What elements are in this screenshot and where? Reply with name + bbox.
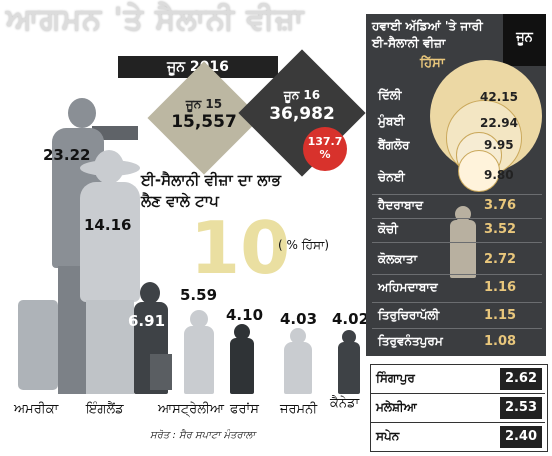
figure-4-value: 5.59 bbox=[180, 286, 218, 304]
airport-value-ahmedabad: 1.16 bbox=[484, 280, 517, 295]
airport-value-thiruvananthapuram: 1.08 bbox=[484, 334, 517, 349]
airport-row-divider bbox=[372, 302, 542, 303]
percent-share-label: ( % ਹਿੱਸਾ) bbox=[278, 238, 330, 252]
airport-value-kochi: 3.52 bbox=[484, 222, 517, 237]
figure-4-body bbox=[184, 326, 214, 394]
airport-panel-title: ਹਵਾਈ ਅੱਡਿਆਂ 'ਤੇ ਜਾਰੀ ਈ-ਸੈਲਾਨੀ ਵੀਜ਼ਾ bbox=[372, 19, 483, 50]
germany-head bbox=[290, 328, 306, 344]
airport-value-tiruchirappalli: 1.15 bbox=[484, 308, 517, 323]
england-legs bbox=[86, 300, 134, 394]
airport-name-thiruvananthapuram: ਤਿਰੁਵਨੰਤਪੁਰਮ bbox=[378, 334, 443, 348]
june16-value: 36,982 bbox=[269, 104, 335, 124]
germany-value: 4.03 bbox=[280, 310, 318, 328]
airport-row-divider bbox=[372, 242, 542, 243]
airport-panel-month: ਜੂਨ bbox=[503, 14, 546, 66]
panel-traveler-body bbox=[450, 220, 476, 278]
top-ten-number: 10 bbox=[190, 206, 291, 290]
airport-value-chennai: 9.80 bbox=[484, 168, 514, 182]
airport-row-divider bbox=[372, 328, 542, 329]
airport-name-kolkata: ਕੋਲਕਾਤਾ bbox=[378, 252, 418, 266]
airport-name-chennai: ਚੇਨਈ bbox=[378, 170, 405, 184]
germany-name: ਜਰਮਨੀ bbox=[280, 402, 318, 417]
figure-4-head bbox=[190, 310, 208, 328]
airport-name-kochi: ਕੋਚੀ bbox=[378, 222, 398, 236]
england-name: ਇੰਗਲੈਂਡ bbox=[86, 402, 124, 417]
airport-row-divider bbox=[372, 194, 542, 195]
airport-name-ahmedabad: ਅਹਿਮਦਾਬਾਦ bbox=[378, 280, 438, 294]
australia-value: 6.91 bbox=[128, 312, 166, 330]
australia-name: ਆਸਟ੍ਰੇਲੀਆ bbox=[158, 402, 225, 417]
england-value: 14.16 bbox=[84, 216, 132, 234]
airport-name-delhi: ਦਿੱਲੀ bbox=[378, 88, 402, 102]
table-row bbox=[371, 394, 545, 423]
june15-value: 15,557 bbox=[171, 112, 237, 132]
airport-row-divider bbox=[372, 218, 542, 219]
airport-name-hyderabad: ਹੈਦਰਾਬਾਦ bbox=[378, 198, 424, 212]
usa-name: ਅਮਰੀਕਾ bbox=[14, 402, 59, 417]
june16-label: ਜੂਨ 16 bbox=[283, 88, 321, 102]
france-name: ਫਰਾਂਸ bbox=[230, 402, 259, 417]
france-value: 4.10 bbox=[226, 306, 264, 324]
usa-value: 23.22 bbox=[43, 146, 91, 164]
australia-bag bbox=[150, 354, 172, 390]
australia-head bbox=[140, 282, 160, 304]
airport-value-delhi: 42.15 bbox=[480, 90, 518, 104]
table-row bbox=[371, 365, 545, 394]
airport-share-label: ਹਿੱਸਾ bbox=[420, 56, 445, 71]
airport-value-hyderabad: 3.76 bbox=[484, 198, 517, 213]
germany-body bbox=[284, 342, 312, 394]
england-head bbox=[94, 150, 124, 184]
airport-value-mumbai: 22.94 bbox=[480, 116, 518, 130]
top-heading: ਈ-ਸੈਲਾਨੀ ਵੀਜ਼ਾ ਦਾ ਲਾਭ ਲੈਣ ਵਾਲੇ ਟਾਪ bbox=[141, 171, 281, 210]
airport-name-tiruchirappalli: ਤਿਰੁਚਿਰਾਪੱਲੀ bbox=[378, 308, 440, 322]
canada-name: ਕੈਨੇਡਾ bbox=[330, 396, 360, 411]
canada-value: 4.02 bbox=[332, 310, 370, 328]
spain-value: 2.40 bbox=[500, 426, 542, 448]
canada-body bbox=[338, 342, 360, 394]
june15-label: ਜੂਨ 15 bbox=[185, 97, 223, 111]
main-title: ਆਗਮਨ 'ਤੇ ਸੈਲਾਨੀ ਵੀਜ਼ਾ bbox=[6, 2, 305, 37]
airport-value-kolkata: 2.72 bbox=[484, 252, 517, 267]
malaysia-name: ਮਲੇਸ਼ੀਆ bbox=[376, 400, 417, 414]
airport-value-bangalore: 9.95 bbox=[484, 138, 514, 152]
usa-figure-head bbox=[68, 98, 96, 128]
france-head bbox=[234, 324, 250, 340]
canada-head bbox=[342, 330, 356, 344]
singapore-value: 2.62 bbox=[500, 368, 542, 390]
chennai-circle bbox=[458, 150, 500, 192]
england-body bbox=[80, 182, 140, 302]
usa-suitcase bbox=[18, 300, 58, 390]
source-note: ਸਰੋਤ : ਸੈਰ ਸਪਾਟਾ ਮੰਤਰਾਲਾ bbox=[150, 430, 256, 441]
usa-figure-camera bbox=[92, 126, 138, 140]
malaysia-value: 2.53 bbox=[500, 397, 542, 419]
france-body bbox=[230, 338, 254, 394]
airport-name-bangalore: ਬੈਂਗਲੋਰ bbox=[378, 138, 410, 152]
airport-row-divider bbox=[372, 274, 542, 275]
singapore-name: ਸਿੰਗਾਪੁਰ bbox=[376, 371, 415, 385]
growth-badge: 137.7 % bbox=[303, 127, 347, 171]
airport-name-mumbai: ਮੁੰਬਈ bbox=[378, 114, 405, 128]
spain-name: ਸਪੇਨ bbox=[376, 429, 400, 443]
